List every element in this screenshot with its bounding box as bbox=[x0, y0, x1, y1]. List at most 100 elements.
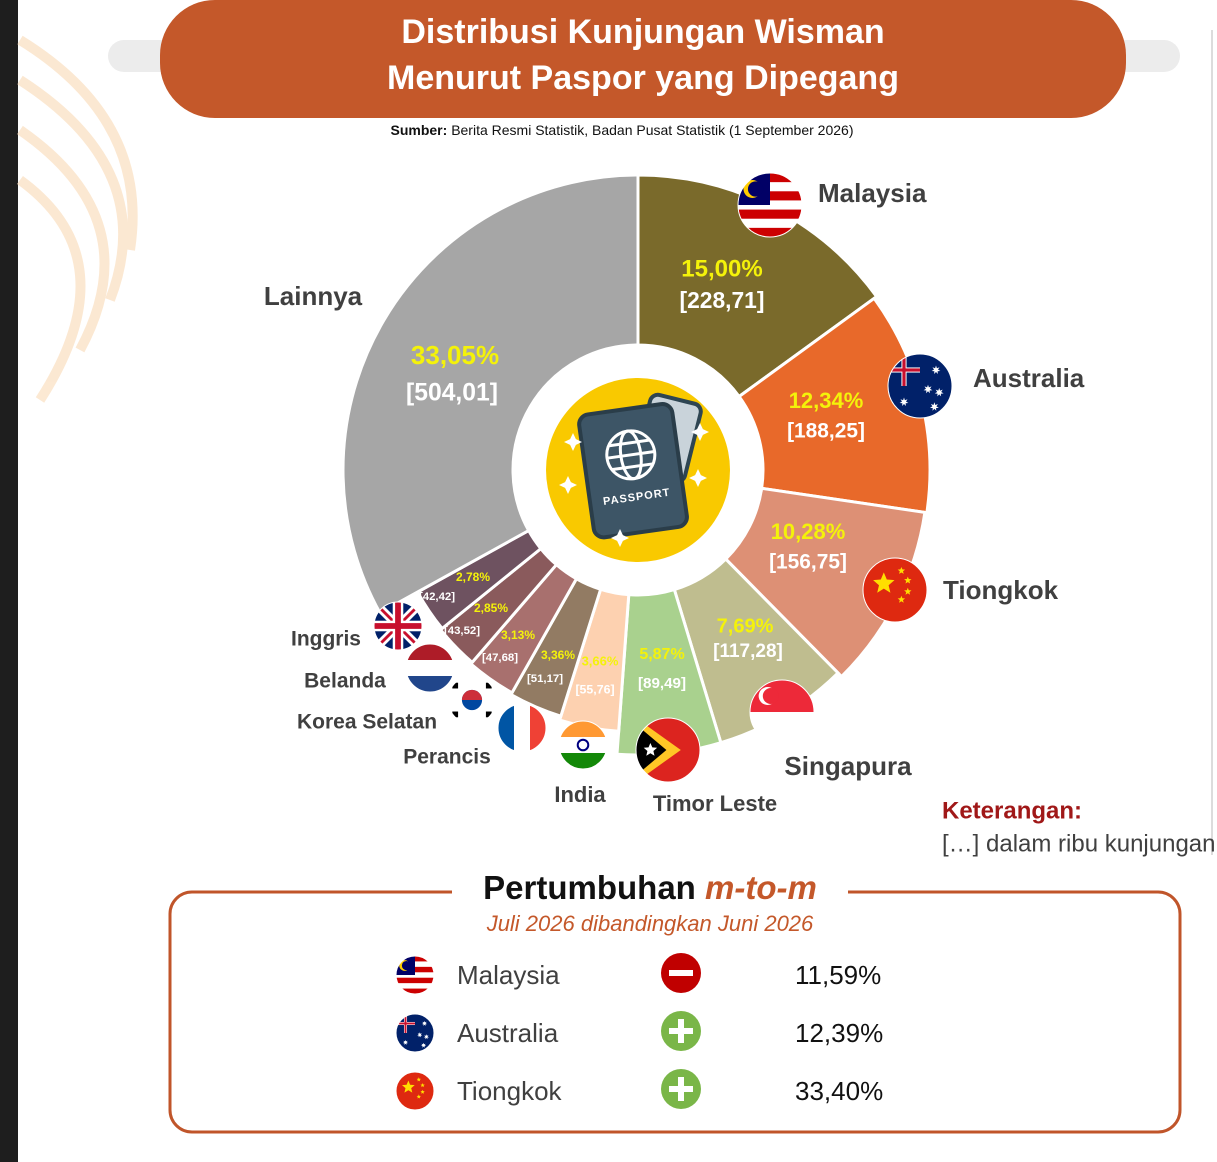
flag-rim bbox=[749, 679, 815, 745]
source: Sumber: Berita Resmi Statistik, Badan Pu… bbox=[391, 122, 854, 138]
flag-star bbox=[923, 384, 933, 394]
flag-star bbox=[420, 1089, 425, 1094]
flag-rim bbox=[737, 172, 803, 238]
flag-rim bbox=[635, 717, 701, 783]
left-bar bbox=[0, 0, 18, 1162]
category-label: India bbox=[554, 782, 606, 807]
sparkle bbox=[564, 433, 582, 451]
flag-rim bbox=[887, 353, 953, 419]
title-banner bbox=[160, 0, 1126, 118]
sparkle bbox=[611, 529, 629, 547]
percent-label: 2,78% bbox=[456, 570, 490, 584]
flag-band bbox=[406, 644, 454, 660]
growth-sign-bar bbox=[678, 1019, 684, 1043]
donut-segment bbox=[636, 173, 879, 399]
flag-trigram bbox=[485, 682, 492, 689]
flag-rim bbox=[395, 955, 435, 995]
flag-moon-cut bbox=[762, 688, 779, 704]
category-label: Perancis bbox=[403, 746, 491, 769]
growth-value: 11,59% bbox=[795, 960, 881, 990]
visits-label: [51,17] bbox=[527, 673, 563, 685]
flag-star bbox=[931, 365, 941, 374]
flag-band bbox=[559, 721, 607, 737]
visits-label: [188,25] bbox=[787, 420, 865, 443]
note-title: Keterangan: bbox=[942, 797, 1082, 824]
flag-field bbox=[396, 1072, 434, 1110]
sparkle bbox=[691, 423, 709, 441]
visits-label: [55,76] bbox=[575, 682, 614, 696]
visits-label: [228,71] bbox=[680, 287, 765, 313]
flag bbox=[448, 676, 496, 724]
growth-value: 33,40% bbox=[795, 1076, 883, 1106]
growth-value: 12,39% bbox=[795, 1018, 883, 1048]
passport-cover bbox=[577, 402, 689, 540]
flag-band bbox=[406, 676, 454, 692]
flag-trigram bbox=[485, 711, 492, 718]
passport-icon: PASSPORT bbox=[577, 392, 703, 540]
percent-label: 33,05% bbox=[411, 340, 499, 370]
growth-title-em: m-to-m bbox=[705, 869, 817, 906]
flag-rim bbox=[862, 557, 928, 623]
flag-star bbox=[417, 1032, 423, 1038]
flag-cross bbox=[404, 1014, 407, 1033]
flag-star bbox=[416, 1094, 421, 1099]
percent-label: 3,66% bbox=[582, 653, 619, 668]
category-label: Korea Selatan bbox=[297, 711, 437, 734]
flag-star bbox=[873, 572, 895, 593]
category-label: Australia bbox=[973, 363, 1085, 393]
flag-star bbox=[904, 587, 912, 595]
flag-star bbox=[402, 1039, 409, 1045]
flag-rim bbox=[395, 1071, 435, 1111]
flag-rim bbox=[405, 643, 455, 693]
donut-segment bbox=[723, 486, 927, 679]
flag-field bbox=[396, 1014, 434, 1052]
visits-label: [43,52] bbox=[444, 625, 480, 637]
flag-star bbox=[934, 387, 944, 397]
flag bbox=[738, 173, 802, 237]
growth-sign-bar bbox=[678, 1077, 684, 1101]
title-line: Distribusi Kunjungan Wisman bbox=[401, 13, 884, 51]
decor-arc bbox=[17, 35, 138, 251]
flag bbox=[406, 644, 454, 692]
sparkle bbox=[559, 476, 577, 494]
flag bbox=[396, 956, 434, 994]
flag bbox=[888, 354, 952, 418]
flag-stripe bbox=[738, 227, 802, 237]
flag-taeguk bbox=[461, 689, 483, 700]
flag-star bbox=[421, 1042, 427, 1048]
flag-star bbox=[897, 567, 906, 574]
growth-country: Malaysia bbox=[457, 960, 560, 990]
flag-wheel bbox=[576, 738, 590, 752]
decor-arc bbox=[17, 125, 110, 353]
flag bbox=[374, 602, 422, 650]
decor-arc bbox=[17, 175, 86, 403]
flag-cross bbox=[395, 602, 401, 650]
flag-moon-cut bbox=[401, 960, 412, 971]
growth-sign-bar bbox=[669, 970, 693, 976]
flag-band bbox=[559, 737, 607, 753]
flag-moon-cut bbox=[747, 181, 764, 197]
flag bbox=[498, 704, 546, 752]
decor-arc bbox=[17, 75, 129, 302]
flag-trigram bbox=[452, 682, 459, 689]
percent-label: 5,87% bbox=[639, 646, 684, 663]
flag bbox=[559, 721, 607, 769]
donut-segment bbox=[341, 173, 640, 615]
flag bbox=[396, 1072, 434, 1110]
title-line: Menurut Paspor yang Dipegang bbox=[387, 59, 899, 97]
growth-country: Australia bbox=[457, 1018, 559, 1048]
category-label: Tiongkok bbox=[943, 575, 1059, 605]
flag-rim bbox=[447, 675, 497, 725]
flag-star bbox=[897, 595, 906, 603]
category-label: Lainnya bbox=[264, 281, 363, 311]
flag-star bbox=[904, 576, 912, 584]
flag-star bbox=[930, 402, 939, 411]
growth-country: Tiongkok bbox=[457, 1076, 563, 1106]
percent-label: 3,36% bbox=[541, 648, 575, 662]
percent-label: 7,69% bbox=[717, 615, 774, 637]
decor-arcs bbox=[17, 35, 138, 403]
flag bbox=[636, 718, 700, 782]
flag-rim bbox=[395, 1013, 435, 1053]
flag-band bbox=[498, 704, 514, 752]
